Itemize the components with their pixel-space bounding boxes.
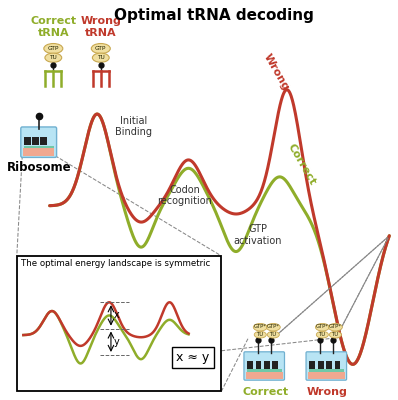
Text: TU: TU — [332, 332, 339, 337]
Ellipse shape — [315, 324, 329, 331]
Bar — [273, 361, 278, 369]
Bar — [256, 361, 261, 369]
Text: TU: TU — [97, 55, 105, 60]
Ellipse shape — [253, 324, 267, 331]
Ellipse shape — [44, 44, 63, 54]
Bar — [24, 146, 54, 148]
Text: GTP*: GTP* — [316, 324, 329, 329]
FancyBboxPatch shape — [21, 127, 57, 158]
Text: GTP
activation: GTP activation — [234, 224, 282, 246]
Ellipse shape — [316, 331, 328, 338]
Bar — [246, 369, 282, 372]
Text: y: y — [114, 337, 120, 347]
Text: GTP*: GTP* — [267, 324, 280, 329]
Bar — [246, 372, 283, 379]
Text: x ≈ y: x ≈ y — [176, 351, 210, 364]
Text: Initial
Binding: Initial Binding — [115, 116, 152, 137]
Bar — [309, 361, 315, 369]
Ellipse shape — [266, 324, 280, 331]
Bar — [172, 347, 214, 368]
Ellipse shape — [45, 53, 62, 62]
Ellipse shape — [330, 331, 341, 338]
Text: GTP*: GTP* — [254, 324, 267, 329]
Text: Correct
tRNA: Correct tRNA — [30, 16, 76, 38]
Bar — [23, 148, 55, 156]
Ellipse shape — [91, 44, 110, 54]
Ellipse shape — [267, 331, 279, 338]
Bar — [247, 361, 253, 369]
Bar — [335, 361, 340, 369]
Ellipse shape — [328, 324, 342, 331]
FancyBboxPatch shape — [244, 352, 285, 380]
Text: Correct: Correct — [242, 387, 288, 397]
Bar — [32, 137, 39, 146]
Text: Ribosome: Ribosome — [6, 161, 71, 174]
Bar — [24, 137, 31, 146]
Bar — [17, 256, 221, 392]
Bar — [326, 361, 332, 369]
Text: Wrong
tRNA: Wrong tRNA — [80, 16, 121, 38]
Text: The optimal energy landscape is symmetric: The optimal energy landscape is symmetri… — [21, 259, 211, 268]
Ellipse shape — [92, 53, 109, 62]
Text: TU: TU — [49, 55, 57, 60]
Bar — [40, 137, 47, 146]
Text: Optimal tRNA decoding: Optimal tRNA decoding — [114, 8, 314, 23]
Bar — [318, 361, 324, 369]
Text: Wrong: Wrong — [307, 387, 348, 397]
FancyBboxPatch shape — [306, 352, 347, 380]
Text: GTP: GTP — [48, 46, 59, 51]
Text: Codon
recognition: Codon recognition — [157, 184, 212, 206]
Text: GTP*: GTP* — [329, 324, 342, 329]
Bar — [308, 372, 345, 379]
Text: GTP: GTP — [95, 46, 107, 51]
Ellipse shape — [254, 331, 266, 338]
Text: Wrong: Wrong — [261, 52, 291, 92]
Text: TU: TU — [319, 332, 326, 337]
Text: Correct: Correct — [286, 142, 318, 186]
Bar — [308, 369, 344, 372]
Bar — [264, 361, 270, 369]
Text: TU: TU — [270, 332, 277, 337]
Text: x: x — [114, 310, 120, 320]
Text: TU: TU — [257, 332, 264, 337]
